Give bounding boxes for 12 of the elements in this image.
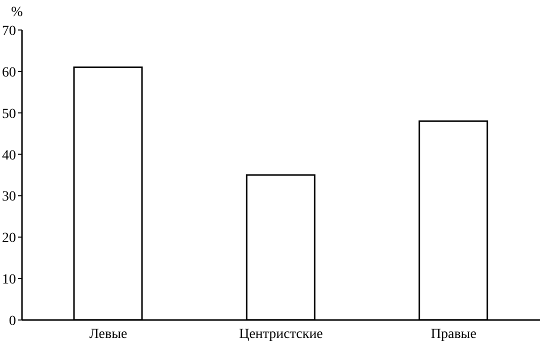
y-tick-label: 30: [2, 190, 16, 205]
y-tick-label: 50: [2, 106, 16, 122]
y-axis-title: %: [11, 5, 24, 20]
y-tick-label: 40: [2, 148, 16, 164]
x-tick-label: Левые: [89, 326, 128, 342]
y-tick-label: 0: [9, 314, 16, 329]
x-tick-label: Центристские: [239, 326, 323, 342]
x-tick-label: Правые: [430, 326, 476, 342]
y-tick-label: 70: [2, 24, 16, 39]
y-tick-label: 20: [2, 231, 16, 246]
y-tick-label: 60: [2, 65, 16, 80]
y-tick-label: 10: [2, 272, 16, 288]
